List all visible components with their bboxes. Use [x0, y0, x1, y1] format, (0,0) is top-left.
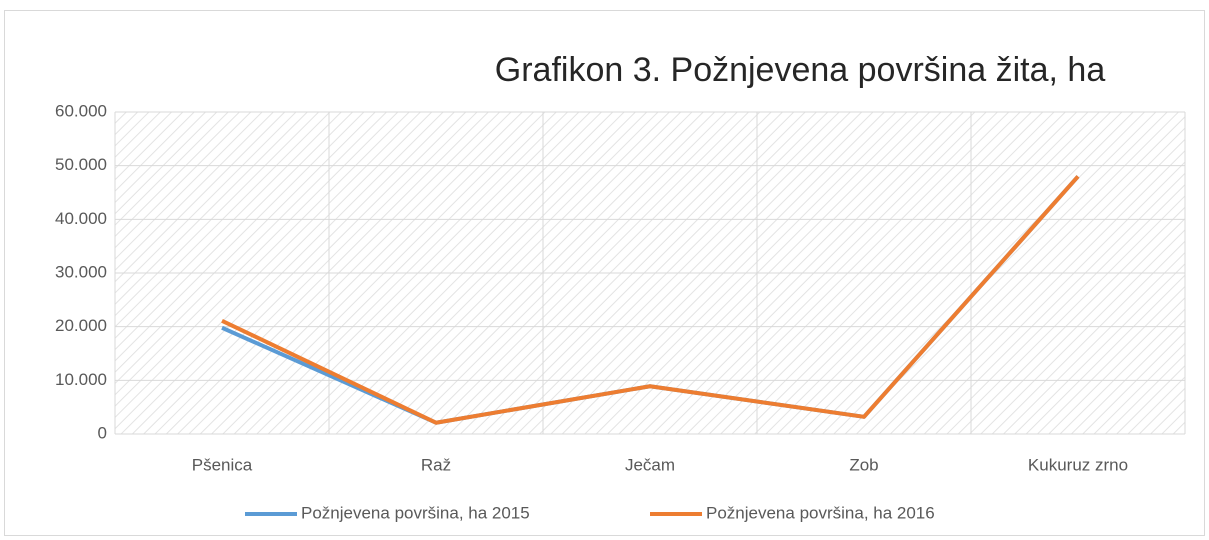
series-line	[221, 175, 1080, 425]
x-tick-label: Ječam	[625, 455, 675, 474]
y-tick-label: 30.000	[55, 262, 107, 281]
chart-title: Grafikon 3. Požnjevena površina žita, ha	[495, 51, 1106, 89]
y-tick-label: 10.000	[55, 370, 107, 389]
y-tick-label: 40.000	[55, 209, 107, 228]
x-tick-label: Kukuruz zrno	[1028, 455, 1128, 474]
x-tick-label: Zob	[849, 455, 878, 474]
y-tick-label: 60.000	[55, 101, 107, 120]
y-tick-label: 50.000	[55, 155, 107, 174]
y-tick-label: 0	[98, 423, 107, 442]
legend-label: Požnjevena površina, ha 2015	[301, 503, 530, 522]
x-tick-label: Pšenica	[192, 455, 253, 474]
y-tick-label: 20.000	[55, 316, 107, 335]
legend-label: Požnjevena površina, ha 2016	[706, 503, 935, 522]
x-tick-label: Raž	[421, 455, 451, 474]
